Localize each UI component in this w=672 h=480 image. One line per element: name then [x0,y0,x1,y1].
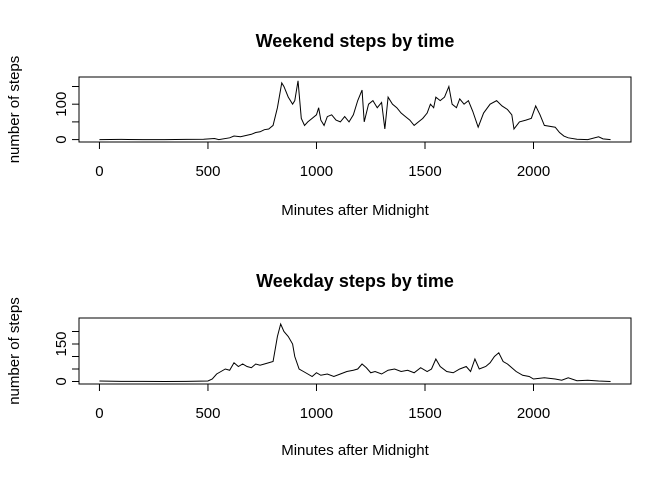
chart-title: Weekend steps by time [256,31,455,51]
y-tick-label: 0 [53,377,70,385]
y-axis-label: number of steps [6,297,23,405]
x-tick-label: 500 [195,163,220,180]
y-tick-label: 0 [53,135,70,143]
x-tick-label: 1000 [300,163,333,180]
data-line [99,322,611,383]
x-tick-label: 1500 [408,163,441,180]
x-tick-label: 500 [195,405,220,422]
x-axis-label: Minutes after Midnight [281,202,429,219]
x-tick-label: 0 [95,405,103,422]
chart-title: Weekday steps by time [256,271,454,291]
plot-box [78,317,632,385]
y-tick-label: 150 [53,331,70,356]
x-tick-label: 2000 [517,163,550,180]
data-line [99,80,611,141]
x-tick-label: 0 [95,163,103,180]
x-tick-label: 1000 [300,405,333,422]
y-axis-label: number of steps [6,56,23,164]
x-tick-label: 1500 [408,405,441,422]
y-tick-label: 100 [53,92,70,117]
x-tick-label: 2000 [517,405,550,422]
x-axis-label: Minutes after Midnight [281,442,429,459]
